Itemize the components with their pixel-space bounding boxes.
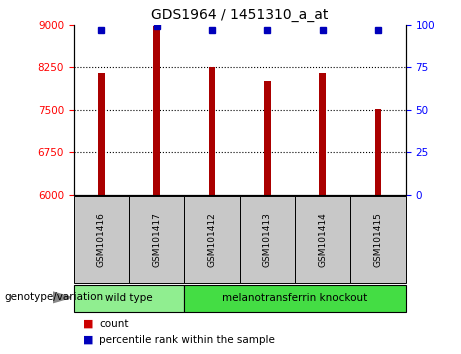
Bar xyxy=(209,67,215,195)
Text: melanotransferrin knockout: melanotransferrin knockout xyxy=(222,293,368,303)
Bar xyxy=(98,73,105,195)
Bar xyxy=(154,26,160,195)
Text: ■: ■ xyxy=(83,335,94,345)
FancyBboxPatch shape xyxy=(74,285,184,312)
FancyBboxPatch shape xyxy=(74,196,129,283)
Bar xyxy=(319,73,326,195)
FancyBboxPatch shape xyxy=(240,196,295,283)
Text: percentile rank within the sample: percentile rank within the sample xyxy=(99,335,275,345)
Text: GSM101417: GSM101417 xyxy=(152,212,161,267)
Polygon shape xyxy=(53,292,71,303)
Text: GSM101415: GSM101415 xyxy=(373,212,383,267)
FancyBboxPatch shape xyxy=(295,196,350,283)
Text: count: count xyxy=(99,319,129,329)
Title: GDS1964 / 1451310_a_at: GDS1964 / 1451310_a_at xyxy=(151,8,328,22)
Text: GSM101414: GSM101414 xyxy=(318,212,327,267)
FancyBboxPatch shape xyxy=(184,196,240,283)
Text: wild type: wild type xyxy=(105,293,153,303)
Text: GSM101416: GSM101416 xyxy=(97,212,106,267)
Text: GSM101412: GSM101412 xyxy=(207,212,217,267)
FancyBboxPatch shape xyxy=(184,285,406,312)
Text: GSM101413: GSM101413 xyxy=(263,212,272,267)
Bar xyxy=(264,81,271,195)
Text: genotype/variation: genotype/variation xyxy=(5,292,104,302)
Text: ■: ■ xyxy=(83,319,94,329)
Bar xyxy=(375,109,381,195)
FancyBboxPatch shape xyxy=(129,196,184,283)
FancyBboxPatch shape xyxy=(350,196,406,283)
